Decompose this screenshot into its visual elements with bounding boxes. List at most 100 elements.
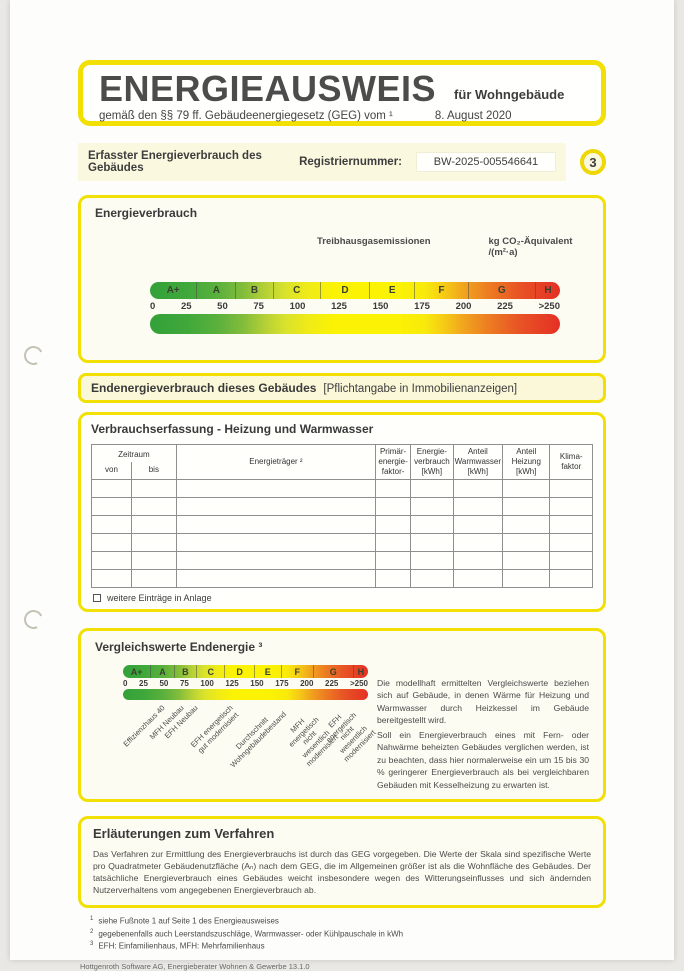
col-von: von: [91, 462, 132, 480]
footnote: 3 EFH: Einfamilienhaus, MFH: Mehrfamilien…: [90, 940, 606, 953]
footnote-text: EFH: Einfamilienhaus, MFH: Mehrfamilienh…: [98, 942, 265, 952]
col-energietraeger: Energieträger ²: [175, 444, 377, 480]
energy-scale-gradient-bar: [150, 314, 560, 334]
scale-tick: 225: [325, 679, 339, 688]
scale-tick: 50: [217, 301, 228, 312]
erlaeuterungen-heading: Erläuterungen zum Verfahren: [93, 826, 275, 841]
document-page: ENERGIEAUSWEIS für Wohngebäude gemäß den…: [10, 0, 674, 971]
scale-tick: >250: [349, 679, 368, 688]
page-number: 3: [589, 154, 597, 170]
erlaeuterungen-section: Erläuterungen zum Verfahren Das Verfahre…: [78, 816, 606, 909]
scale-class: C: [197, 665, 226, 678]
energy-scale-small: A+ A B C D E F G H 0 25 50 75: [113, 665, 377, 800]
erlaeuterungen-body: Das Verfahren zur Ermittlung des Energie…: [93, 849, 591, 896]
col-anteil-heizung: Anteil Heizung [kWh]: [502, 444, 551, 480]
col-primaerenergiefaktor: Primär- energie- faktor-: [375, 444, 412, 480]
weitere-eintraege-checkbox[interactable]: [93, 594, 101, 602]
scale-tick: 100: [289, 301, 306, 312]
scale-tick: 100: [200, 679, 214, 688]
footnote: 2 gegebenenfalls auch Leerstandszuschläge…: [90, 928, 606, 941]
table-row: [91, 551, 593, 570]
scale-class: H: [357, 666, 365, 677]
footnote-marker: 3: [90, 941, 94, 948]
scale-tick: 75: [179, 679, 189, 688]
page-title: ENERGIEAUSWEIS: [99, 68, 437, 109]
scale-tick: >250: [538, 301, 560, 312]
scale-class: E: [255, 665, 282, 678]
col-anteil-warmwasser: Anteil Warmwasser [kWh]: [452, 444, 504, 480]
energy-scale-large: A+ A B C D E F G H 0 25 50 75 100 125: [150, 282, 560, 334]
verbrauchserfassung-table: Zeitraum Energieträger ² Primär- energie…: [91, 444, 593, 588]
col-bis: bis: [130, 462, 177, 480]
title-box: ENERGIEAUSWEIS für Wohngebäude gemäß den…: [78, 60, 606, 126]
footnotes: 1 siehe Fußnote 1 auf Seite 1 des Energie…: [78, 915, 606, 953]
title-date: 8. August 2020: [434, 110, 512, 122]
footnote-marker: 1: [90, 916, 94, 923]
comparison-paragraph-1: Die modellhaft ermittelten Vergleichswer…: [377, 678, 589, 726]
energy-scale-classes-bar: A+ A B C D E F G H: [123, 665, 368, 678]
table-row: [91, 497, 593, 516]
energy-scale-ticks: 0 25 50 75 100 125 150 175 200 225 >250: [150, 301, 560, 312]
table-row: [91, 533, 593, 552]
col-zeitraum: Zeitraum: [91, 444, 177, 462]
scale-tick: 0: [150, 301, 156, 312]
scale-class: A: [197, 282, 237, 299]
software-credit: Hottgenroth Software AG, Energieberater …: [80, 962, 310, 971]
scale-tick: 225: [497, 301, 513, 312]
scale-class: E: [370, 282, 416, 299]
scale-class: D: [321, 282, 371, 299]
verbrauchserfassung-heading: Verbrauchserfassung - Heizung und Warmwa…: [91, 422, 374, 436]
punch-hole-icon: [21, 607, 46, 632]
scale-class: A+: [150, 282, 198, 299]
comparison-label: EFH energetisch nicht wesentlich moderni…: [324, 710, 378, 764]
scale-class: F: [415, 282, 469, 299]
registration-number-value: BW-2025-005546641: [416, 152, 556, 172]
punch-hole-icon: [21, 343, 46, 368]
scale-class: A+: [123, 665, 152, 678]
endenergieverbrauch-bar: Endenergieverbrauch dieses Gebäudes [Pfl…: [78, 373, 606, 403]
energieverbrauch-section: Energieverbrauch Treibhausgasemissionen …: [78, 195, 606, 363]
scale-tick: 150: [372, 301, 389, 312]
scale-class: B: [175, 665, 198, 678]
comparison-paragraph-2: Soll ein Energieverbrauch eines mit Fern…: [377, 729, 589, 790]
scale-tick: 200: [455, 301, 472, 312]
energy-scale-classes-bar: A+ A B C D E F G H: [150, 282, 560, 299]
title-suffix: für Wohngebäude: [454, 87, 565, 102]
ghg-label: Treibhausgasemissionen: [317, 236, 431, 247]
ghg-unit: kg CO₂-Äquivalent /(m²·a): [488, 236, 573, 258]
scale-class: G: [314, 665, 354, 678]
section-label: Erfasster Energieverbrauch des Gebäudes: [88, 150, 262, 174]
scale-class: D: [225, 665, 255, 678]
scale-tick: 75: [253, 301, 264, 312]
footnote-text: gegebenenfalls auch Leerstandszuschläge,…: [98, 929, 404, 939]
scale-tick: 200: [300, 679, 314, 688]
table-row: [91, 479, 593, 498]
registration-number-label: Registriernummer:: [299, 156, 402, 168]
scale-tick: 25: [139, 679, 148, 688]
scale-class: B: [236, 282, 274, 299]
scale-tick: 150: [250, 679, 264, 688]
verbrauchserfassung-section: Verbrauchserfassung - Heizung und Warmwa…: [78, 412, 606, 612]
footnote: 1 siehe Fußnote 1 auf Seite 1 des Energie…: [90, 915, 606, 928]
endenergieverbrauch-note: [Pflichtangabe in Immobilienanzeigen]: [323, 383, 518, 395]
title-subtitle: gemäß den §§ 79 ff. Gebäudeenergiegesetz…: [99, 110, 393, 122]
scale-class: G: [469, 282, 536, 299]
scale-class: H: [544, 285, 552, 296]
table-row: [91, 515, 593, 534]
energy-scale-ticks: 0 25 50 75 100 125 150 175 200 225 >250: [123, 679, 368, 688]
comparison-explanation: Die modellhaft ermittelten Vergleichswer…: [377, 677, 589, 791]
footnote-marker: 2: [90, 928, 94, 935]
endenergieverbrauch-heading: Endenergieverbrauch dieses Gebäudes: [91, 381, 317, 395]
col-klimafaktor: Klima- faktor: [549, 444, 593, 480]
table-row: [91, 569, 593, 588]
vergleichswerte-section: Vergleichswerte Endenergie ³ A+ A B C D …: [78, 628, 606, 802]
scale-tick: 125: [331, 301, 347, 312]
energy-scale-gradient-bar: [123, 689, 368, 700]
scale-class: F: [282, 665, 314, 678]
scale-tick: 125: [225, 679, 239, 688]
energieverbrauch-heading: Energieverbrauch: [95, 206, 198, 220]
vergleichswerte-heading: Vergleichswerte Endenergie ³: [95, 640, 263, 654]
page-number-badge: 3: [580, 149, 606, 175]
section-meta-row: Erfasster Energieverbrauch des Gebäudes …: [78, 143, 566, 181]
scale-tick: 50: [159, 679, 169, 688]
